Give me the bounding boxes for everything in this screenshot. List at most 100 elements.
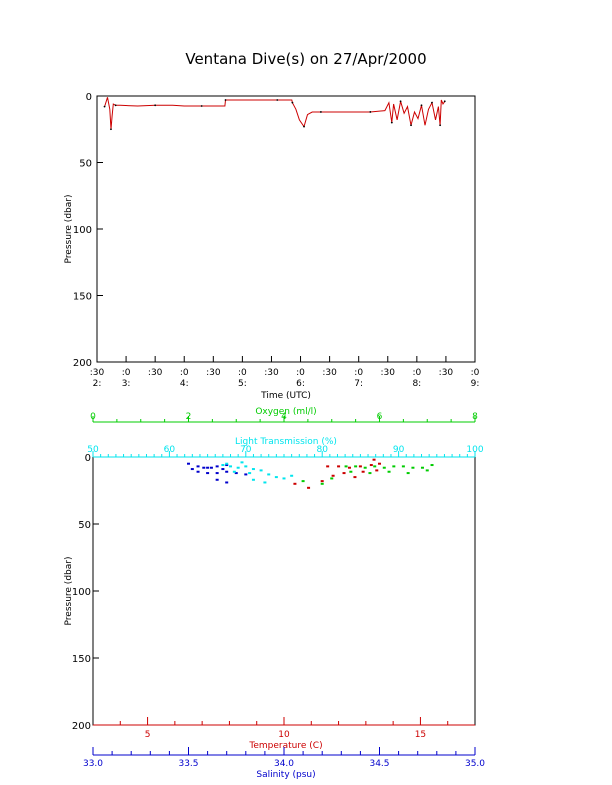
light-transmission-point xyxy=(259,469,263,472)
dive-pressure-point xyxy=(303,125,305,128)
temperature-point xyxy=(378,462,381,465)
bottom-y-tick-label: 50 xyxy=(78,520,91,531)
light-transmission-point xyxy=(290,474,294,477)
temperature-point xyxy=(320,480,324,483)
light-transmission-point xyxy=(229,465,233,468)
bottom-y-axis-label: Pressure (dbar) xyxy=(64,557,74,626)
chart-title: Ventana Dive(s) on 27/Apr/2000 xyxy=(185,50,427,68)
top-x-tick-hour-label: 9: xyxy=(471,379,480,389)
temperature-point xyxy=(331,474,335,477)
light-tick-label: 80 xyxy=(316,445,328,455)
dive-pressure-point xyxy=(114,104,117,107)
salinity-point xyxy=(190,468,194,471)
salinity-point xyxy=(244,473,248,476)
oxygen-point xyxy=(387,470,391,473)
dive-pressure-point xyxy=(443,100,446,103)
salinity-point xyxy=(196,465,200,468)
top-x-tick-label: :30 xyxy=(322,368,337,378)
oxygen-point xyxy=(349,470,353,473)
oxygen-point xyxy=(363,466,367,469)
temperature-point xyxy=(358,465,362,468)
top-x-tick-hour-label: 3: xyxy=(122,379,131,389)
oxygen-point xyxy=(411,466,415,469)
oxygen-point xyxy=(344,465,348,468)
oxygen-point xyxy=(392,465,396,468)
light-axis-label: Light Transmission (%) xyxy=(235,437,337,447)
salinity-point xyxy=(215,472,219,475)
oxygen-point xyxy=(420,466,424,469)
salinity-axis-label: Salinity (psu) xyxy=(256,770,315,780)
light-transmission-point xyxy=(244,465,248,468)
top-y-tick-label: 200 xyxy=(73,358,92,369)
light-tick-label: 70 xyxy=(240,445,252,455)
dive-pressure-point xyxy=(410,124,412,127)
oxygen-tick-label: 8 xyxy=(472,412,478,422)
light-transmission-point xyxy=(236,466,240,469)
top-x-tick-label: :0 xyxy=(412,368,421,378)
oxygen-tick-label: 4 xyxy=(281,412,287,422)
salinity-point xyxy=(215,478,219,481)
top-x-tick-hour-label: 4: xyxy=(180,379,189,389)
temperature-point xyxy=(342,472,346,475)
bottom-plot-frame xyxy=(92,456,476,726)
light-transmission-point xyxy=(251,478,255,481)
oxygen-point xyxy=(382,466,386,469)
oxygen-point xyxy=(330,477,334,480)
light-transmission-point xyxy=(225,462,229,465)
salinity-point xyxy=(225,464,229,467)
dive-pressure-point xyxy=(154,104,157,107)
temperature-point xyxy=(347,466,351,469)
top-y-axis-label: Pressure (dbar) xyxy=(64,195,74,264)
bottom-y-tick-label: 100 xyxy=(72,587,91,598)
top-x-tick-label: :30 xyxy=(148,368,163,378)
oxygen-axis-label: Oxygen (ml/l) xyxy=(255,407,316,417)
salinity-point xyxy=(187,462,190,465)
bottom-y-tick-label: 200 xyxy=(72,721,91,732)
temperature-tick-label: 5 xyxy=(145,730,151,740)
top-y-tick-label: 150 xyxy=(73,292,92,303)
top-x-axis-label: Time (UTC) xyxy=(260,391,311,401)
oxygen-point xyxy=(354,465,358,468)
light-transmission-point xyxy=(282,477,286,480)
salinity-tick-label: 35.0 xyxy=(465,759,485,769)
oxygen-point xyxy=(401,465,405,468)
salinity-point xyxy=(215,465,219,468)
dive-pressure-point xyxy=(319,111,322,113)
light-transmission-point xyxy=(267,473,271,476)
dive-pressure-point xyxy=(291,101,294,104)
oxygen-point xyxy=(406,472,410,475)
light-tick-label: 60 xyxy=(164,445,176,455)
temperature-point xyxy=(293,482,297,485)
oxygen-point xyxy=(368,472,372,475)
top-x-tick-label: :30 xyxy=(264,368,279,378)
top-plot-frame xyxy=(96,95,476,363)
top-x-tick-label: :30 xyxy=(439,368,454,378)
temperature-point xyxy=(337,465,341,468)
dive-pressure-point xyxy=(369,111,372,113)
temperature-point xyxy=(369,464,373,467)
top-x-tick-label: :30 xyxy=(206,368,221,378)
light-tick-label: 100 xyxy=(466,445,483,455)
dive-pressure-point xyxy=(420,104,423,107)
temperature-point xyxy=(326,465,330,468)
top-x-tick-label: :0 xyxy=(238,368,247,378)
top-x-tick-hour-label: 8: xyxy=(412,379,421,389)
oxygen-point xyxy=(373,465,377,468)
top-y-tick-label: 50 xyxy=(79,159,92,170)
dive-pressure-point xyxy=(110,128,112,131)
light-transmission-point xyxy=(274,476,278,479)
temperature-point xyxy=(375,469,379,472)
top-x-tick-label: :0 xyxy=(354,368,363,378)
dive-pressure-point xyxy=(200,105,203,107)
top-x-tick-hour-label: 7: xyxy=(354,379,363,389)
top-x-tick-label: :30 xyxy=(381,368,396,378)
dive-pressure-point xyxy=(276,99,279,101)
dive-pressure-point xyxy=(103,105,106,108)
oxygen-tick-label: 0 xyxy=(90,412,96,422)
dive-pressure-line xyxy=(104,97,446,130)
top-x-tick-hour-label: 6: xyxy=(296,379,305,389)
oxygen-tick-label: 2 xyxy=(186,412,192,422)
dive-pressure-point xyxy=(390,121,393,124)
light-transmission-point xyxy=(221,464,225,467)
oxygen-point xyxy=(320,482,324,485)
